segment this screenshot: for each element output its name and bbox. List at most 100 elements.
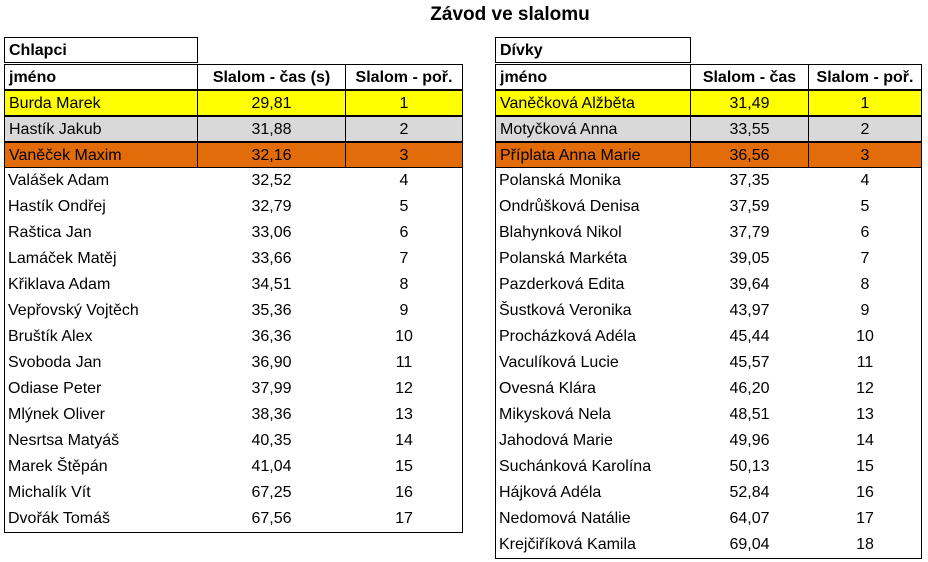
- name-cell: Ovesná Klára: [499, 380, 596, 397]
- time-cell: 67,25: [251, 484, 292, 501]
- name-cell: Nesrtsa Matyáš: [8, 432, 120, 449]
- time-cell: 36,36: [251, 328, 292, 345]
- time-cell: 33,55: [690, 116, 809, 142]
- name-cell: Michalík Vít: [8, 484, 91, 501]
- time-cell: 36,90: [251, 354, 292, 371]
- time-cell: 34,51: [251, 276, 292, 293]
- time-cell: 33,06: [251, 224, 292, 241]
- time-cell: 37,99: [251, 380, 292, 397]
- time-cell: 29,81: [197, 90, 346, 116]
- time-cell: 52,84: [729, 484, 770, 501]
- rank-cell: 11: [856, 354, 874, 371]
- rank-cell: 14: [395, 432, 413, 449]
- rank-cell: 16: [856, 484, 874, 501]
- name-cell: Vaculíková Lucie: [499, 354, 619, 371]
- name-cell: Mlýnek Oliver: [8, 406, 105, 423]
- time-cell: 43,97: [729, 302, 770, 319]
- time-cell: 48,51: [729, 406, 770, 423]
- rank-cell: 15: [856, 458, 874, 475]
- name-cell: Hastík Jakub: [4, 116, 198, 142]
- name-cell: Bruštík Alex: [8, 328, 93, 345]
- name-cell: Vaněčková Alžběta: [495, 90, 691, 116]
- time-cell: 49,96: [729, 432, 770, 449]
- name-cell: Polanská Monika: [499, 172, 621, 189]
- rank-cell: 16: [395, 484, 413, 501]
- time-cell: 31,88: [197, 116, 346, 142]
- name-cell: Šustková Veronika: [499, 302, 632, 319]
- column-header: Slalom - poř.: [808, 64, 922, 90]
- rank-cell: 17: [856, 510, 874, 527]
- column-header: jméno: [4, 64, 198, 90]
- time-cell: 40,35: [251, 432, 292, 449]
- rank-cell: 18: [856, 536, 874, 553]
- column-header: Slalom - čas (s): [197, 64, 346, 90]
- time-cell: 32,16: [197, 142, 346, 168]
- rank-cell: 17: [395, 510, 413, 527]
- name-cell: Mikysková Nela: [499, 406, 612, 423]
- time-cell: 67,56: [251, 510, 292, 527]
- rank-cell: 5: [860, 198, 870, 215]
- rank-cell: 10: [395, 328, 413, 345]
- name-cell: Raštica Jan: [8, 224, 92, 241]
- rank-cell: 6: [399, 224, 409, 241]
- name-cell: Hájková Adéla: [499, 484, 602, 501]
- rank-cell: 2: [345, 116, 463, 142]
- rank-cell: 3: [808, 142, 922, 168]
- rank-cell: 10: [856, 328, 874, 345]
- caption: Dívky: [495, 37, 691, 63]
- time-cell: 35,36: [251, 302, 292, 319]
- rank-cell: 8: [399, 276, 409, 293]
- name-cell: Ondrůšková Denisa: [499, 198, 640, 215]
- time-cell: 50,13: [729, 458, 770, 475]
- time-cell: 38,36: [251, 406, 292, 423]
- name-cell: Valášek Adam: [8, 172, 110, 189]
- name-cell: Lamáček Matěj: [8, 250, 117, 267]
- name-cell: Křiklava Adam: [8, 276, 111, 293]
- name-cell: Motyčková Anna: [495, 116, 691, 142]
- time-cell: 33,66: [251, 250, 292, 267]
- name-cell: Polanská Markéta: [499, 250, 628, 267]
- name-cell: Odiase Peter: [8, 380, 102, 397]
- rank-cell: 13: [856, 406, 874, 423]
- time-cell: 69,04: [729, 536, 770, 553]
- time-cell: 31,49: [690, 90, 809, 116]
- rank-cell: 7: [860, 250, 870, 267]
- rank-cell: 8: [860, 276, 870, 293]
- rank-cell: 6: [860, 224, 870, 241]
- column-header: Slalom - čas: [690, 64, 809, 90]
- rank-cell: 15: [395, 458, 413, 475]
- rank-cell: 1: [808, 90, 922, 116]
- time-cell: 37,35: [729, 172, 770, 189]
- name-cell: Krejčiříková Kamila: [499, 536, 636, 553]
- name-cell: Vaněček Maxim: [4, 142, 198, 168]
- rank-cell: 11: [395, 354, 413, 371]
- column-header: Slalom - poř.: [345, 64, 463, 90]
- time-cell: 45,44: [729, 328, 770, 345]
- name-cell: Vepřovský Vojtěch: [8, 302, 139, 319]
- rank-cell: 9: [399, 302, 409, 319]
- time-cell: 46,20: [729, 380, 770, 397]
- name-cell: Marek Štěpán: [8, 458, 108, 475]
- name-cell: Svoboda Jan: [8, 354, 102, 371]
- time-cell: 64,07: [729, 510, 770, 527]
- column-header: jméno: [495, 64, 691, 90]
- time-cell: 36,56: [690, 142, 809, 168]
- name-cell: Příplata Anna Marie: [495, 142, 691, 168]
- rank-cell: 7: [399, 250, 409, 267]
- time-cell: 32,52: [251, 172, 292, 189]
- rank-cell: 4: [860, 172, 870, 189]
- name-cell: Dvořák Tomáš: [8, 510, 110, 527]
- time-cell: 39,05: [729, 250, 770, 267]
- rank-cell: 3: [345, 142, 463, 168]
- title: Závod ve slalomu: [430, 4, 590, 25]
- rank-cell: 14: [856, 432, 874, 449]
- name-cell: Burda Marek: [4, 90, 198, 116]
- time-cell: 37,79: [729, 224, 770, 241]
- rank-cell: 13: [395, 406, 413, 423]
- rank-cell: 12: [395, 380, 413, 397]
- name-cell: Hastík Ondřej: [8, 198, 106, 215]
- rank-cell: 9: [860, 302, 870, 319]
- name-cell: Pazderková Edita: [499, 276, 625, 293]
- name-cell: Procházková Adéla: [499, 328, 636, 345]
